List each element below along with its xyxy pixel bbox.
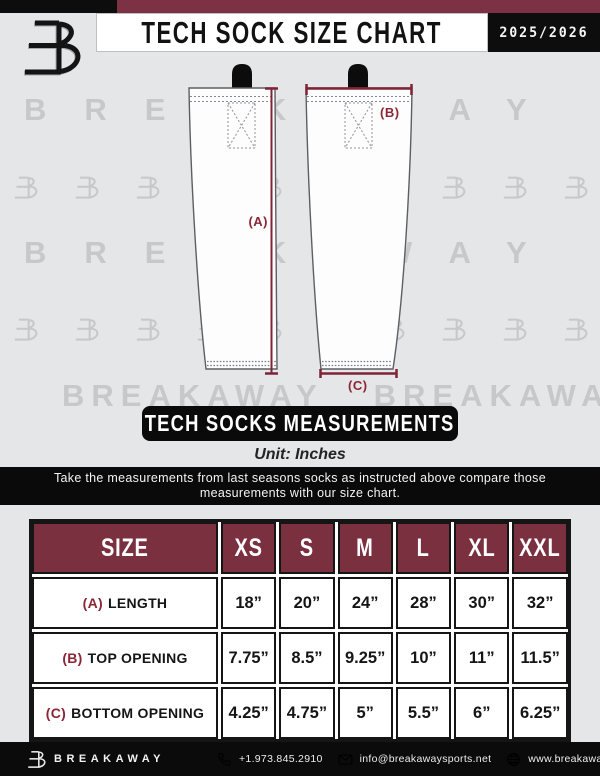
cell-length-xs: 18” (221, 577, 277, 629)
footer-brand: BREAKAWAY (26, 749, 165, 769)
title-banner: TECH SOCK SIZE CHART (96, 13, 488, 52)
left-sock (188, 64, 278, 370)
diagram-label-c: (C) (348, 378, 368, 393)
cell-top-xl: 11” (454, 632, 510, 684)
cell-top-s: 8.5” (279, 632, 335, 684)
cell-bottom-xs: 4.25” (221, 687, 277, 739)
instruction-line: measurements with our size chart. (199, 486, 401, 500)
breakaway-monogram-icon (440, 316, 466, 342)
footer-bar: BREAKAWAY +1.973.845.2910 info@breakaway… (0, 742, 600, 776)
breakaway-monogram-icon (562, 174, 588, 200)
velcro-patch (344, 102, 373, 149)
col-header-xl: XL (454, 522, 510, 574)
sock-hanger-tab (348, 64, 368, 89)
cell-length-l: 28” (395, 577, 452, 629)
breakaway-monogram-icon (73, 316, 99, 342)
breakaway-monogram-icon (26, 749, 46, 769)
breakaway-monogram-icon (73, 174, 99, 200)
cell-length-s: 20” (279, 577, 335, 629)
cell-bottom-l: 5.5” (395, 687, 452, 739)
footer-contacts: +1.973.845.2910 info@breakawaysports.net… (217, 752, 600, 767)
cell-top-l: 10” (395, 632, 452, 684)
col-header-xxl: XXL (512, 522, 568, 574)
instruction-line: Take the measurements from last seasons … (54, 471, 546, 485)
footer-brand-name: BREAKAWAY (54, 753, 165, 765)
cell-length-m: 24” (337, 577, 393, 629)
col-header-s: S (279, 522, 335, 574)
velcro-patch (227, 102, 256, 149)
col-header-xs: XS (221, 522, 277, 574)
footer-website: www.breakawaysports.net (506, 752, 600, 767)
sock-hanger-tab (232, 64, 252, 89)
page-title: TECH SOCK SIZE CHART (141, 14, 443, 50)
breakaway-monogram-icon (12, 316, 38, 342)
footer-email: info@breakawaysports.net (338, 752, 492, 767)
season-badge: 2025/2026 (488, 13, 600, 52)
breakaway-monogram-icon (12, 174, 38, 200)
cell-bottom-xl: 6” (454, 687, 510, 739)
measurements-banner-label: TECH SOCKS MEASUREMENTS (145, 410, 455, 436)
diagram-label-b: (B) (380, 105, 400, 120)
unit-note: Unit: Inches (254, 446, 346, 463)
header-accent-maroon (117, 0, 600, 13)
cell-bottom-s: 4.75” (279, 687, 335, 739)
cell-bottom-m: 5” (337, 687, 393, 739)
footer-phone: +1.973.845.2910 (217, 752, 323, 767)
measurements-banner: TECH SOCKS MEASUREMENTS (142, 406, 458, 441)
right-sock (305, 64, 413, 370)
season-label: 2025/2026 (499, 24, 589, 41)
size-table: SIZE XS S M L XL XXL (A) LENGTH 18” 20” 2… (29, 519, 571, 742)
breakaway-monogram-icon (440, 174, 466, 200)
cell-top-xxl: 11.5” (512, 632, 568, 684)
row-label-bottom-opening: (C) BOTTOM OPENING (32, 687, 218, 739)
breakaway-monogram-icon (501, 316, 527, 342)
header-accent-black (0, 0, 117, 13)
col-header-m: M (337, 522, 393, 574)
row-label-length: (A) LENGTH (32, 577, 218, 629)
cell-top-xs: 7.75” (221, 632, 277, 684)
sock-measurement-diagram (188, 64, 413, 378)
breakaway-monogram-icon (501, 174, 527, 200)
breakaway-monogram-icon (18, 14, 82, 78)
envelope-icon (338, 753, 353, 765)
instruction-bar: Take the measurements from last seasons … (0, 467, 600, 505)
col-header-size: SIZE (32, 522, 218, 574)
col-header-l: L (395, 522, 452, 574)
globe-icon (507, 752, 521, 766)
breakaway-monogram-icon (562, 316, 588, 342)
row-label-top-opening: (B) TOP OPENING (32, 632, 218, 684)
cell-bottom-xxl: 6.25” (512, 687, 568, 739)
cell-length-xxl: 32” (512, 577, 568, 629)
cell-top-m: 9.25” (337, 632, 393, 684)
diagram-label-a: (A) (248, 214, 268, 229)
phone-icon (218, 752, 231, 766)
measure-lines (265, 84, 413, 378)
cell-length-xl: 30” (454, 577, 510, 629)
